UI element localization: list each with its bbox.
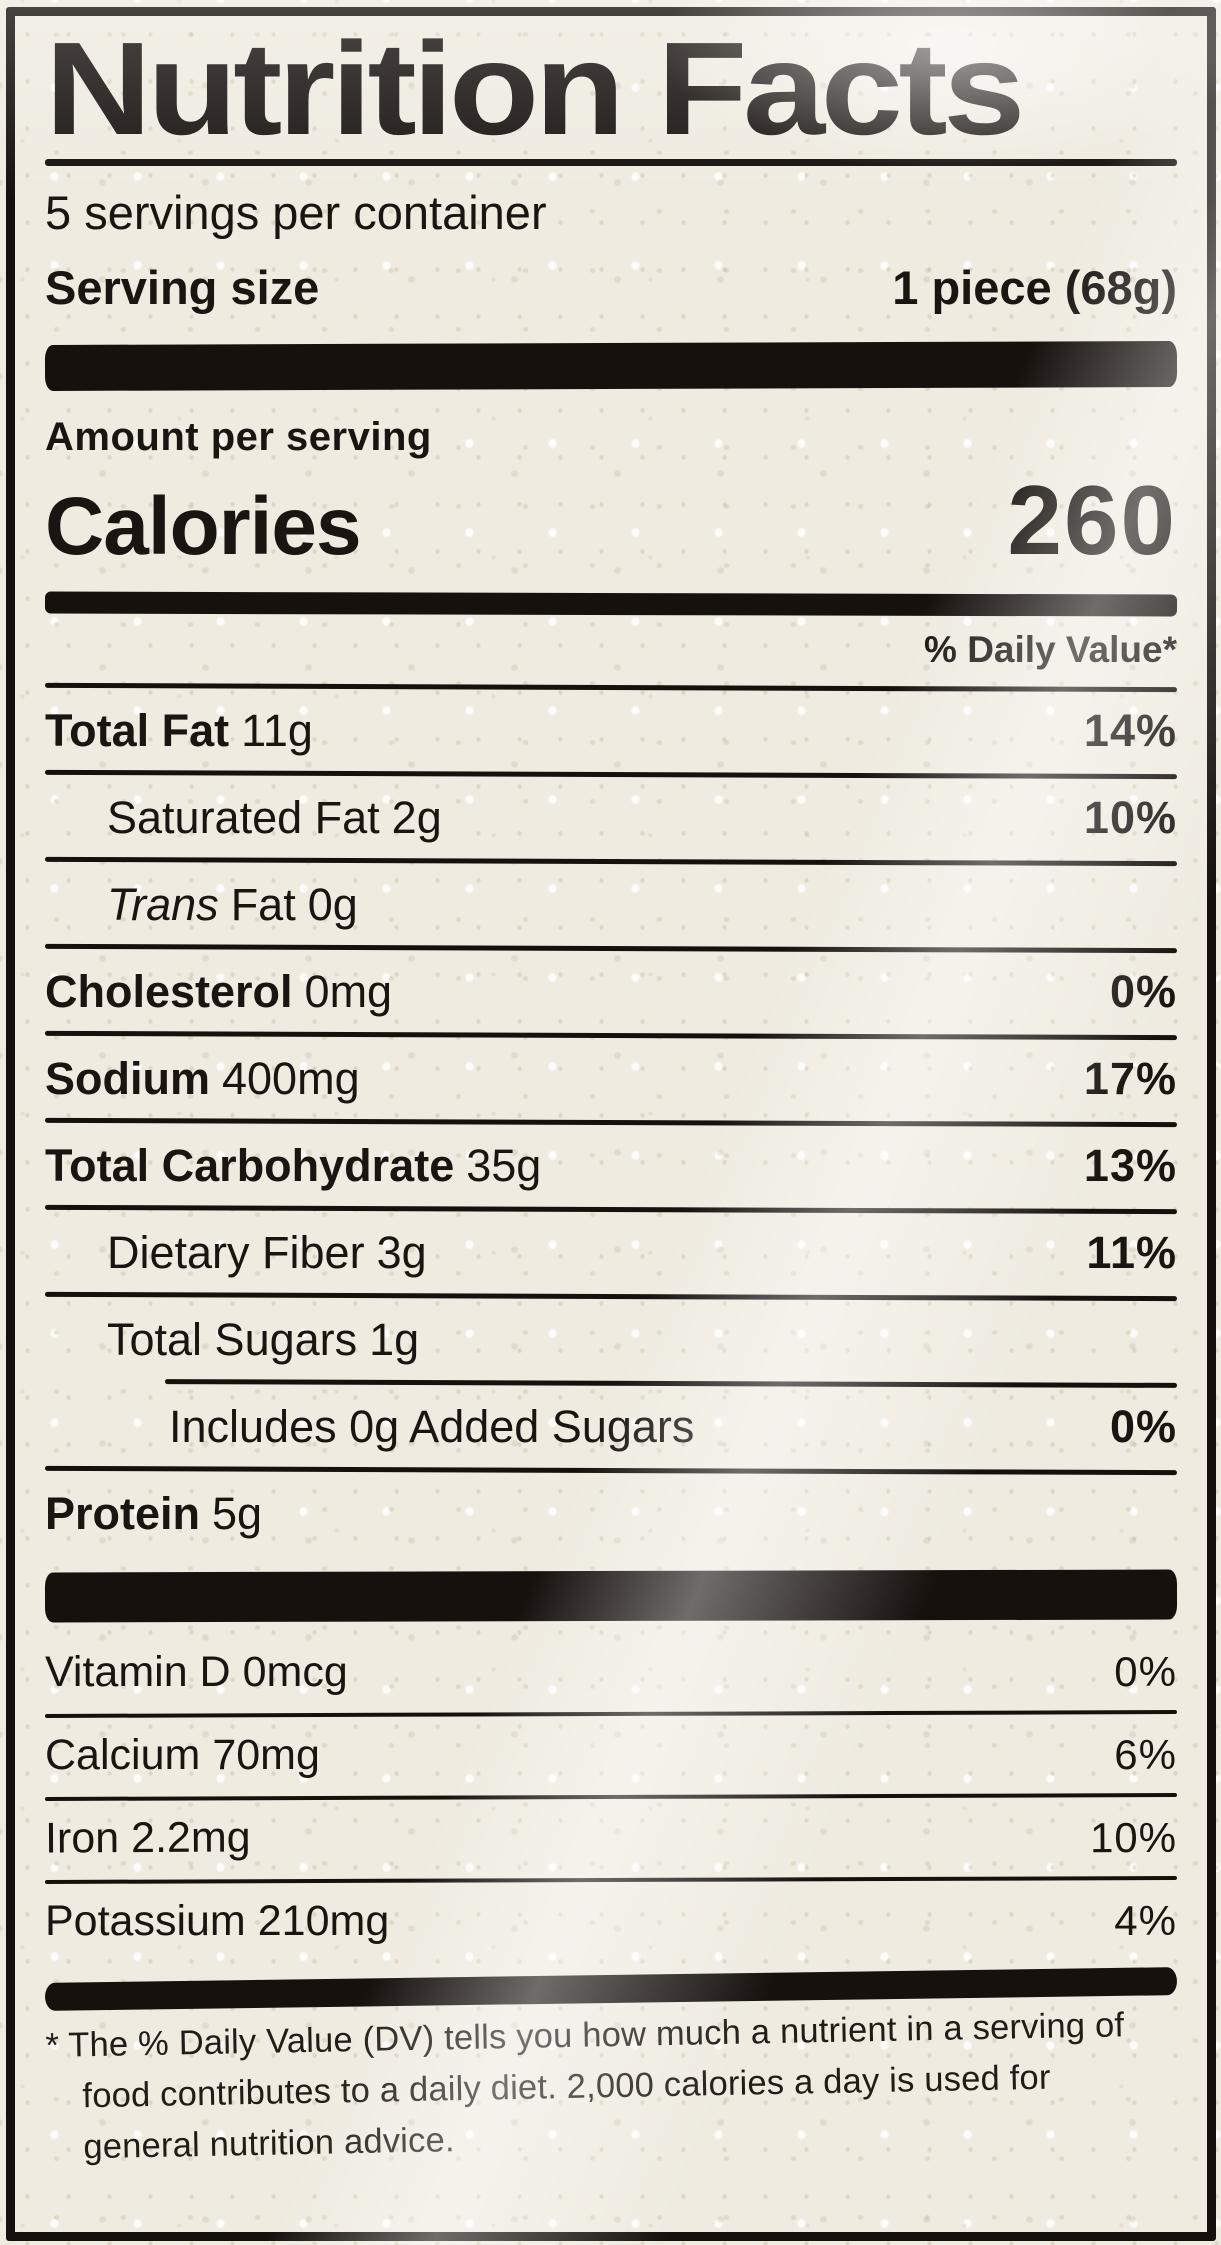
nutrient-dv: 10% — [1083, 792, 1177, 844]
nutrient-name-italic: Trans — [107, 879, 219, 931]
nutrient-name-amount: Saturated Fat 2g — [107, 792, 442, 844]
nutrient-name-amount: Dietary Fiber 3g — [107, 1227, 427, 1279]
nutrient-name-amount: Includes 0g Added Sugars — [169, 1401, 694, 1453]
vitamin-name: Calcium — [45, 1731, 201, 1780]
nutrient-row-total-sugars: Total Sugars 1g — [45, 1299, 1177, 1381]
nutrient-name-amount: Total Sugars 1g — [107, 1314, 419, 1366]
nutrient-amount: 11g — [241, 705, 313, 757]
calories-row: Calories 260 — [45, 464, 1177, 577]
daily-value-header: % Daily Value* — [924, 629, 1177, 671]
nutrient-amount: 1g — [369, 1314, 420, 1366]
vitamin-dv: 10% — [1089, 1814, 1178, 1862]
serving-size-value: 1 piece (68g) — [892, 261, 1177, 315]
nutrient-dv: 0% — [1109, 966, 1177, 1018]
nutrient-row-cholesterol: Cholesterol 0mg 0% — [45, 951, 1177, 1033]
nutrient-row-total-carbohydrate: Total Carbohydrate 35g 13% — [45, 1125, 1177, 1207]
nutrient-dv: 11% — [1086, 1227, 1177, 1279]
section-bar-top — [44, 341, 1178, 392]
vitamin-row-potassium: Potassium 210mg 4% — [45, 1882, 1177, 1961]
vitamin-amount: 0mcg — [242, 1648, 348, 1697]
vitamin-name: Vitamin D — [45, 1648, 231, 1697]
nutrient-name: Protein — [45, 1488, 201, 1540]
nutrient-name-amount: Cholesterol 0mg — [45, 966, 392, 1018]
vitamin-dv: 6% — [1114, 1731, 1177, 1779]
nutrient-name: Cholesterol — [45, 966, 293, 1018]
serving-size-label: Serving size — [45, 261, 320, 315]
panel-title: Nutrition Facts — [45, 15, 1025, 162]
vitamin-dv: 0% — [1114, 1648, 1177, 1696]
section-bar-vitamins — [44, 1570, 1178, 1623]
vitamin-name-amount: Vitamin D 0mcg — [45, 1648, 348, 1697]
nutrient-name: Total Fat — [45, 705, 230, 757]
daily-value-footnote: * The % Daily Value (DV) tells you how m… — [45, 2006, 1125, 2167]
vitamin-dv: 4% — [1114, 1897, 1177, 1945]
nutrient-row-dietary-fiber: Dietary Fiber 3g 11% — [45, 1212, 1177, 1294]
nutrient-dv: 17% — [1083, 1053, 1177, 1105]
nutrient-name: Includes 0g Added Sugars — [169, 1401, 695, 1453]
vitamin-name: Potassium — [45, 1897, 246, 1946]
nutrient-name-amount: Protein 5g — [45, 1488, 262, 1540]
vitamin-row-iron: Iron 2.2mg 10% — [45, 1799, 1177, 1878]
nutrient-row-trans-fat: Trans Fat 0g — [45, 864, 1177, 946]
vitamin-amount: 70mg — [212, 1731, 320, 1780]
vitamin-name: Iron — [44, 1814, 120, 1864]
nutrient-amount: 35g — [466, 1140, 542, 1192]
nutrient-name-amount: Total Fat 11g — [45, 705, 313, 757]
nutrient-name: Sodium — [45, 1053, 210, 1105]
nutrient-amount: 2g — [391, 792, 442, 844]
vitamin-amount: 2.2mg — [130, 1813, 251, 1863]
nutrient-amount: 5g — [212, 1488, 263, 1540]
calories-label: Calories — [45, 481, 362, 573]
nutrient-amount: 0g — [307, 879, 358, 931]
calories-divider-bar — [44, 592, 1178, 617]
nutrition-facts-panel: Nutrition Facts 5 servings per container… — [6, 7, 1216, 2241]
nutrient-name: Total Carbohydrate — [45, 1140, 455, 1192]
nutrient-dv: 13% — [1083, 1140, 1177, 1192]
nutrient-name: Total Sugars — [107, 1314, 358, 1366]
nutrient-row-sodium: Sodium 400mg 17% — [45, 1038, 1177, 1120]
calories-value: 260 — [1007, 465, 1177, 576]
nutrient-name: Fat — [230, 879, 296, 931]
vitamin-row-vitamin-d: Vitamin D 0mcg 0% — [45, 1633, 1177, 1712]
vitamin-rows: Vitamin D 0mcg 0% Calcium 70mg 6% Iron 2… — [45, 1633, 1177, 1961]
nutrient-dv: 14% — [1083, 705, 1177, 757]
nutrient-amount: 3g — [376, 1227, 427, 1279]
nutrient-name-amount: Sodium 400mg — [45, 1053, 360, 1105]
serving-size-row: Serving size 1 piece (68g) — [45, 260, 1177, 315]
nutrient-amount: 400mg — [222, 1053, 360, 1105]
nutrient-row-added-sugars: Includes 0g Added Sugars 0% — [45, 1386, 1177, 1468]
nutrient-name-amount: Trans Fat 0g — [107, 879, 358, 931]
vitamin-row-calcium: Calcium 70mg 6% — [45, 1716, 1177, 1795]
vitamin-amount: 210mg — [257, 1897, 390, 1946]
vitamin-name-amount: Calcium 70mg — [45, 1731, 320, 1780]
amount-per-serving-label: Amount per serving — [45, 415, 432, 460]
nutrient-rows: Total Fat 11g 14% Saturated Fat 2g 10% T… — [44, 683, 1178, 1555]
nutrient-name: Saturated Fat — [107, 792, 380, 844]
nutrient-row-total-fat: Total Fat 11g 14% — [45, 690, 1177, 772]
servings-per-container: 5 servings per container — [45, 186, 547, 240]
nutrient-dv: 0% — [1109, 1401, 1177, 1453]
nutrient-name: Dietary Fiber — [107, 1227, 365, 1279]
vitamin-name-amount: Potassium 210mg — [45, 1897, 389, 1946]
nutrient-amount: 0mg — [304, 966, 393, 1018]
nutrient-row-saturated-fat: Saturated Fat 2g 10% — [45, 777, 1177, 859]
vitamin-name-amount: Iron 2.2mg — [45, 1814, 251, 1864]
nutrient-row-protein: Protein 5g — [45, 1473, 1177, 1555]
nutrient-name-amount: Total Carbohydrate 35g — [45, 1140, 541, 1192]
